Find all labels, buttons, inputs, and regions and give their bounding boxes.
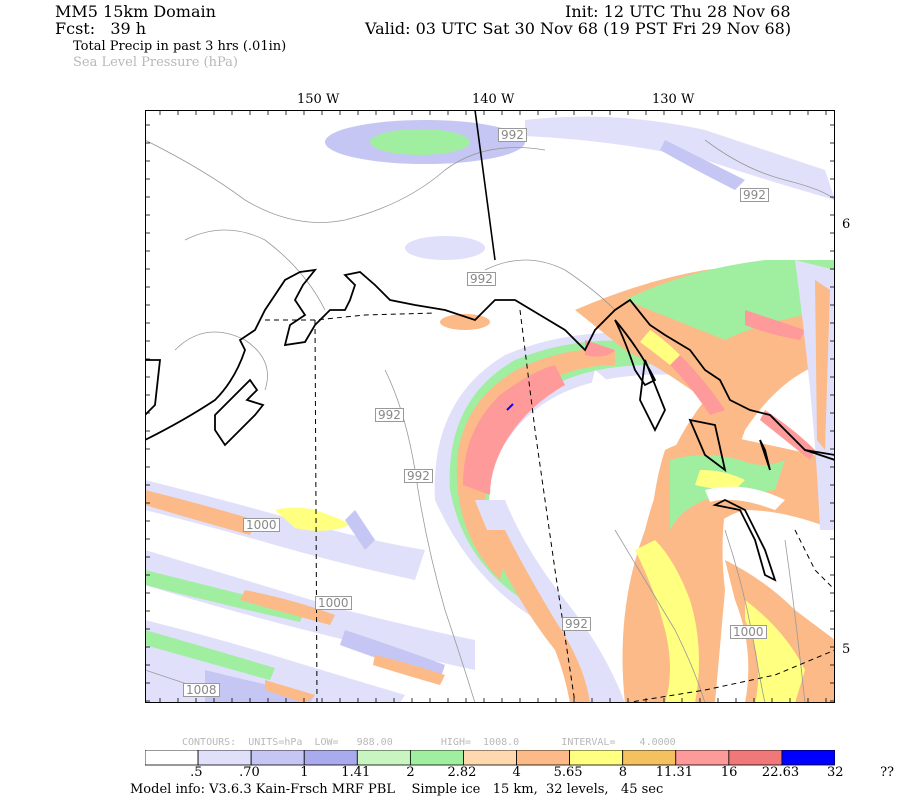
valid-time: Valid: 03 UTC Sat 30 Nov 68 (19 PST Fri … [365, 19, 792, 38]
map-frame [145, 110, 835, 703]
legend-label: 4 [512, 765, 521, 780]
legend-swatch [781, 750, 835, 766]
legend-label: 32 [827, 765, 844, 780]
legend-label: 2 [406, 765, 415, 780]
legend-label: 16 [720, 765, 738, 780]
legend-label: 8 [618, 765, 627, 780]
legend-swatch [409, 750, 464, 766]
coastlines [145, 268, 835, 582]
legend-swatch [145, 750, 199, 766]
isobar-label: 992 [498, 128, 527, 142]
lon-label-150w: 150 W [297, 92, 340, 107]
lat-label-bottom: 5 [842, 642, 851, 657]
legend-label: 1.41 [341, 765, 371, 780]
lon-label-130w: 130 W [652, 92, 695, 107]
isobar-label: 1008 [183, 683, 220, 697]
isobar-label: 992 [404, 469, 433, 483]
legend-label: 2.82 [447, 765, 477, 780]
legend-label: .70 [239, 765, 260, 780]
domain-title: MM5 15km Domain [55, 2, 216, 21]
border-line-141w [474, 110, 496, 261]
legend-swatch [675, 750, 730, 766]
field-precip-label: Total Precip in past 3 hrs (.01in) [73, 39, 287, 54]
precip-map [145, 110, 835, 703]
legend-label: 5.65 [553, 765, 583, 780]
legend-swatch [516, 750, 571, 766]
isobar-label: 992 [740, 188, 769, 202]
legend-label: 22.63 [761, 765, 800, 780]
isobar-label: 1000 [315, 596, 352, 610]
field-slp-label: Sea Level Pressure (hPa) [73, 55, 238, 70]
frame-ticks [145, 110, 835, 703]
color-legend [145, 750, 835, 766]
isobar-label: 992 [467, 272, 496, 286]
forecast-hour: Fcst: 39 h [55, 19, 147, 38]
legend-swatch [622, 750, 677, 766]
precip-shading [145, 116, 835, 703]
legend-label: .5 [190, 765, 203, 780]
legend-label: ?? [880, 765, 895, 780]
lat-label-top: 6 [842, 217, 851, 232]
isobar-label: 1000 [730, 625, 767, 639]
legend-label: 11.31 [655, 765, 693, 780]
lon-label-140w: 140 W [472, 92, 515, 107]
legend-swatch [463, 750, 517, 766]
legend-swatch [356, 750, 411, 766]
legend-swatch [569, 750, 624, 766]
legend-swatch [250, 750, 305, 766]
isobar-label: 992 [375, 408, 404, 422]
legend-label: 1 [300, 765, 309, 780]
isobar-label: 992 [562, 617, 591, 631]
contour-info: CONTOURS: UNITS=hPa LOW= 988.00 HIGH= 10… [182, 737, 676, 748]
legend-swatch [303, 750, 358, 766]
legend-swatch [197, 750, 252, 766]
political-borders [265, 309, 835, 703]
isobar-label: 1000 [243, 518, 280, 532]
legend-swatch [728, 750, 783, 766]
model-info: Model info: V3.6.3 Kain-Frsch MRF PBL Si… [130, 782, 664, 797]
init-time: Init: 12 UTC Thu 28 Nov 68 [565, 2, 791, 21]
